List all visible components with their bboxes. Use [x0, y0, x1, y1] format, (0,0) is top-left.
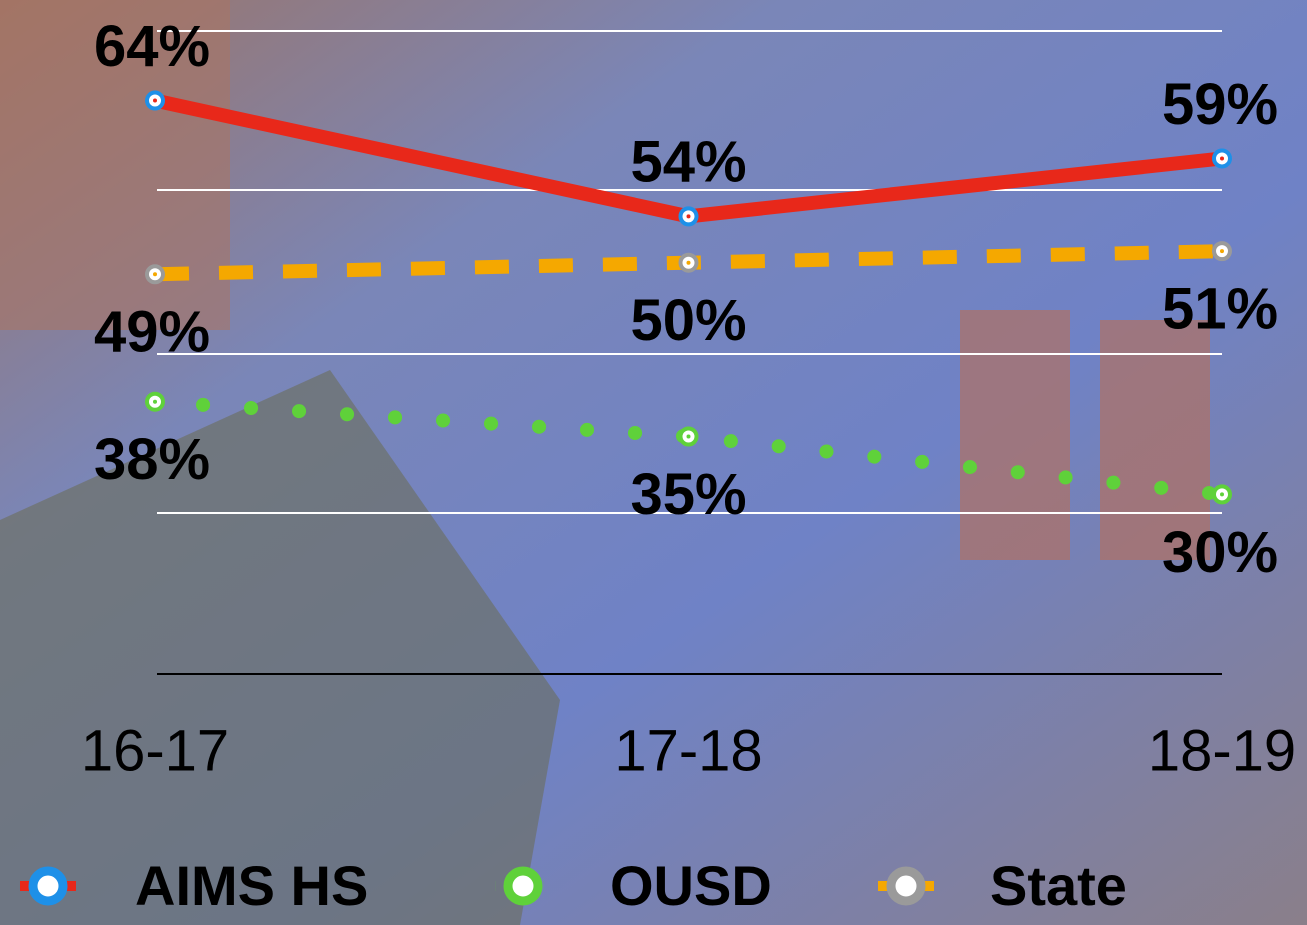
point-dot	[153, 99, 157, 103]
x-tick-label: 18-19	[1148, 718, 1296, 783]
legend-marker	[33, 871, 63, 901]
point-dot	[687, 434, 691, 438]
value-label: 59%	[1162, 72, 1278, 137]
value-label: 54%	[630, 130, 746, 195]
x-tick-label: 17-18	[614, 718, 762, 783]
x-tick-label: 16-17	[81, 718, 229, 783]
value-label: 30%	[1162, 520, 1278, 585]
legend-label: AIMS HS	[135, 854, 368, 917]
point-dot	[153, 272, 157, 276]
legend-label: State	[990, 854, 1127, 917]
point-dot	[1220, 492, 1224, 496]
value-label: 50%	[630, 288, 746, 353]
value-label: 49%	[94, 300, 210, 365]
legend-label: OUSD	[610, 854, 772, 917]
legend-marker	[508, 871, 538, 901]
point-dot	[1220, 249, 1224, 253]
point-dot	[687, 261, 691, 265]
value-label: 38%	[94, 427, 210, 492]
value-label: 51%	[1162, 276, 1278, 341]
value-label: 64%	[94, 14, 210, 79]
chart: 16-17 17-18 18-19 64% 54% 59% 49% 50% 51% 38% 35% 3…	[0, 0, 1307, 925]
background-patch	[960, 310, 1070, 560]
point-dot	[1220, 156, 1224, 160]
point-dot	[153, 400, 157, 404]
page: 16-17 17-18 18-19 64% 54% 59% 49% 50% 51% 38% 35% 3…	[0, 0, 1307, 925]
value-label: 35%	[630, 462, 746, 527]
legend-marker	[891, 871, 921, 901]
point-dot	[687, 214, 691, 218]
